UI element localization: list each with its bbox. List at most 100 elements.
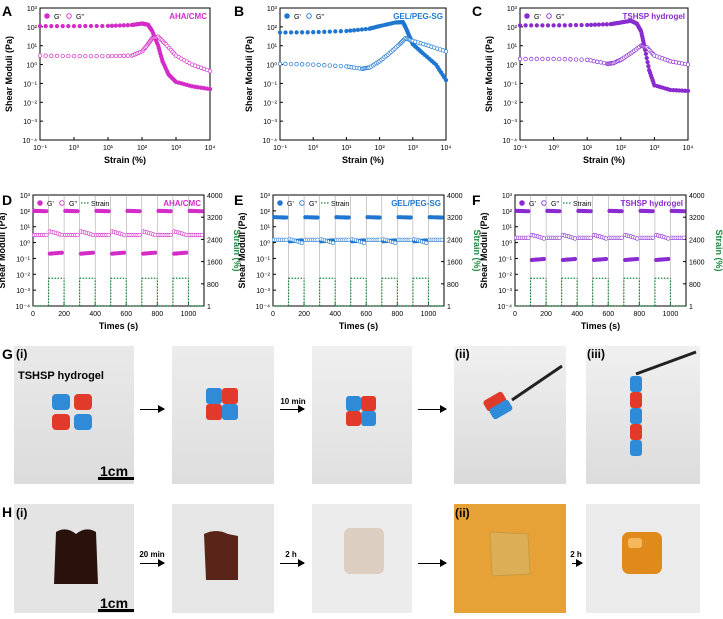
y2-tick-label-D: 1: [207, 304, 211, 311]
y2-tick-label-E: 2400: [447, 237, 463, 244]
arrow-label-2h-b: 2 h: [570, 550, 582, 559]
data-point-C: [534, 23, 539, 28]
legend-marker-D: [37, 200, 43, 206]
legend-marker-D: [59, 200, 65, 206]
orange-hydrogel: [622, 532, 662, 574]
data-point-B: [277, 61, 283, 66]
x-tick-label-E: 800: [392, 311, 404, 318]
legend-label-B: G': [294, 14, 301, 21]
data-point-C: [557, 23, 562, 28]
data-point-B: [283, 30, 288, 35]
data-point-B: [316, 62, 321, 68]
legend-label-B: G": [316, 14, 324, 21]
hydrogel-lifted: [483, 364, 563, 420]
data-point-A: [71, 53, 77, 59]
data-point-A: [43, 53, 48, 58]
legend-label-D: Strain: [91, 201, 109, 208]
y-tick-label-E: 10⁻²: [256, 272, 270, 279]
y2-axis-label-E: Strain (%): [472, 229, 482, 271]
legend-marker-E: [299, 200, 305, 206]
y-tick-label-D: 10²: [20, 209, 31, 216]
data-point-A: [77, 53, 82, 59]
y-tick-label-A: 10⁻³: [23, 119, 37, 126]
pale-hydrogel: [344, 528, 384, 574]
y2-tick-label-E: 1600: [447, 260, 463, 267]
data-point-C: [562, 23, 567, 28]
data-point-B: [294, 62, 299, 67]
x-tick-label-F: 400: [571, 311, 583, 318]
y-tick-label-A: 10⁻²: [23, 100, 37, 107]
legend-marker-E: [277, 200, 283, 206]
x-tick-label-E: 600: [360, 311, 372, 318]
legend-marker-B: [284, 13, 290, 19]
data-point-A: [100, 53, 105, 59]
data-point-C: [591, 58, 597, 64]
x-tick-label-D: 0: [31, 311, 35, 318]
photo-h4: [454, 504, 566, 613]
legend-label-A: G': [54, 14, 61, 21]
y-tick-label-C: 10²: [507, 25, 518, 32]
x-tick-label-E: 400: [329, 311, 341, 318]
gdouble-point-E: [299, 240, 305, 245]
x-tick-label-C: 10⁰: [548, 144, 559, 152]
chart-title-B: GEL/PEG-SG: [393, 12, 443, 21]
legend-label-F: G': [529, 201, 536, 208]
hydrogel-blocks-contact: [206, 388, 238, 420]
x-tick-label-B: 10³: [408, 145, 419, 152]
gdouble-point-E: [377, 237, 382, 242]
gprime-point-E: [346, 215, 351, 220]
data-point-C: [579, 22, 584, 28]
photo-g4: [454, 346, 566, 484]
data-point-B: [288, 30, 294, 35]
data-point-A: [207, 86, 213, 92]
y2-tick-label-E: 800: [447, 282, 459, 289]
data-point-A: [77, 23, 82, 29]
gdouble-point-D: [137, 232, 142, 238]
gdouble-point-D: [199, 232, 204, 238]
data-point-C: [598, 60, 603, 65]
x-tick-label-B: 10⁴: [441, 145, 452, 152]
y-tick-label-D: 10⁻³: [16, 288, 30, 295]
data-point-A: [125, 53, 130, 58]
legend-label-D: G': [47, 201, 54, 208]
x-tick-label-F: 200: [540, 311, 552, 318]
data-point-A: [43, 23, 48, 29]
gdouble-point-E: [439, 237, 444, 242]
gprime-point-D: [44, 209, 49, 214]
data-point-C: [529, 56, 534, 62]
panel-letter-e: E: [234, 192, 243, 208]
data-point-B: [327, 63, 332, 68]
gdouble-point-D: [184, 232, 189, 238]
scale-label-g: 1cm: [100, 463, 129, 479]
gprime-point-D: [121, 250, 127, 255]
y-axis-label-B: Shear Moduli (Pa): [244, 36, 254, 112]
photo-g5: [586, 346, 700, 484]
gdouble-point-F: [588, 235, 593, 240]
gprime-point-D: [106, 209, 111, 214]
sublabel-g-iii: (iii): [587, 347, 605, 361]
legend-marker-F: [541, 200, 547, 206]
plot-frame-F: [514, 194, 687, 307]
photo-h1: [14, 504, 134, 613]
y-tick-label-A: 10³: [27, 6, 38, 13]
gprime-point-F: [588, 209, 593, 214]
panel-letter-h: H: [2, 504, 13, 520]
gprime-point-D: [90, 250, 96, 255]
data-point-C: [645, 59, 650, 65]
gdouble-point-E: [408, 237, 413, 242]
x-tick-label-F: 1000: [663, 311, 679, 318]
data-point-C: [595, 59, 600, 64]
data-point-A: [117, 53, 123, 59]
arrow-h2: [280, 559, 305, 567]
data-point-B: [348, 28, 353, 33]
x-tick-label-F: 600: [602, 311, 614, 318]
y-tick-label-C: 10¹: [507, 44, 518, 51]
x-tick-label-A: 10³: [171, 145, 182, 152]
x-tick-label-A: 10¹: [103, 145, 114, 152]
x-tick-label-D: 800: [152, 311, 164, 318]
data-point-A: [37, 53, 43, 58]
hydrogel-chain: [630, 350, 697, 456]
y-tick-label-C: 10⁻⁴: [503, 138, 518, 145]
y-tick-label-E: 10³: [260, 193, 271, 200]
chart-title-F: TSHSP hydrogel: [620, 199, 683, 208]
